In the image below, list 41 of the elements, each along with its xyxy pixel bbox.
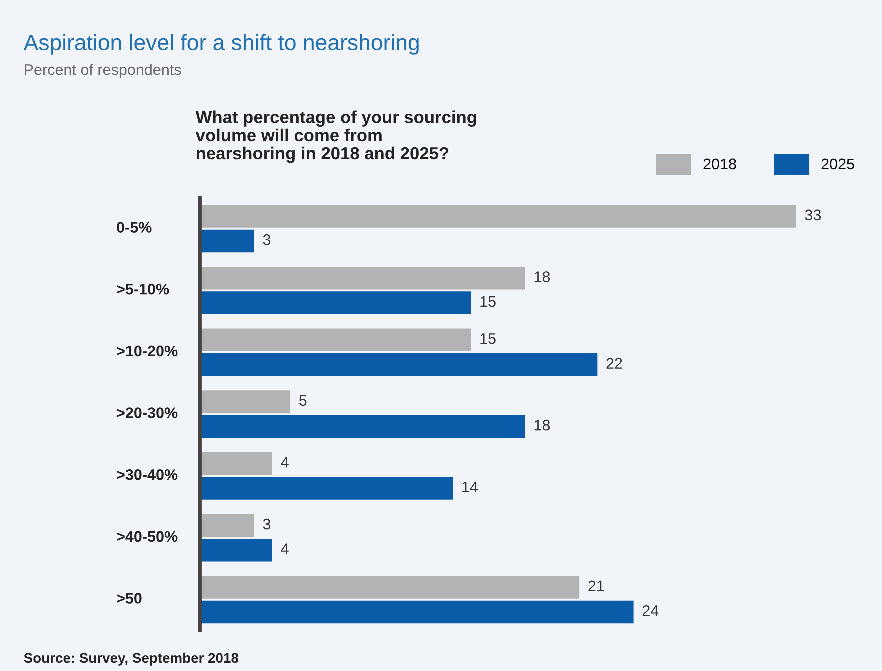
y-tick-label: >30-40% — [117, 469, 178, 480]
bar — [200, 205, 796, 228]
bar — [200, 390, 291, 414]
bar — [200, 266, 526, 290]
data-label: 21 — [588, 580, 604, 592]
bar — [200, 328, 472, 352]
y-tick-label: >10-20% — [117, 346, 178, 357]
bar — [200, 576, 580, 599]
data-label: 18 — [534, 420, 550, 431]
bar — [200, 292, 472, 314]
y-tick-label: >50 — [117, 593, 142, 604]
bar — [200, 415, 526, 438]
data-label: 5 — [299, 395, 307, 406]
data-label: 33 — [805, 210, 822, 221]
data-label: 14 — [462, 482, 478, 492]
y-tick-label: 0-5% — [117, 222, 152, 233]
data-label: 24 — [642, 605, 659, 616]
data-label: 15 — [480, 296, 496, 308]
y-tick-label: >40-50% — [117, 531, 178, 542]
data-label: 22 — [606, 358, 622, 369]
chart-subtitle: Percent of respondents — [25, 64, 182, 78]
bar — [200, 452, 272, 476]
data-label: 18 — [534, 272, 550, 282]
data-label: 3 — [263, 518, 271, 530]
bar — [200, 230, 254, 253]
data-label: 4 — [281, 544, 289, 554]
data-label: 3 — [263, 234, 271, 246]
legend-label: 2018 — [704, 158, 736, 170]
source-note: Source: Survey, September 2018 — [24, 652, 239, 666]
data-label: 15 — [480, 334, 496, 344]
bar — [200, 514, 254, 538]
chart-title: Aspiration level for a shift to nearshoring — [24, 34, 419, 55]
legend-label: 2025 — [822, 158, 854, 170]
y-tick-label: >5-10% — [117, 284, 170, 295]
y-tick-label: >20-30% — [117, 408, 178, 418]
bar — [200, 538, 272, 562]
bar — [200, 477, 454, 500]
data-label: 4 — [281, 457, 289, 468]
bar — [200, 354, 598, 376]
bar — [200, 600, 634, 624]
text: What percentage of your sourcing volume will come from nearshoring in 2018 and 2025? — [196, 110, 476, 164]
